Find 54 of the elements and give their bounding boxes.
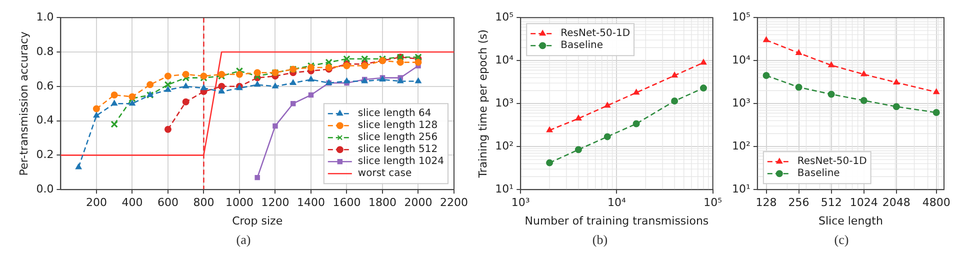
legend-label: worst case	[358, 168, 412, 180]
x-tick-label: 512	[820, 196, 842, 210]
x-tick-label: 128	[756, 196, 777, 210]
x-tick-label: 2000	[404, 196, 432, 210]
legend-label: Baseline	[797, 168, 840, 180]
x-tick-label: 1200	[261, 196, 290, 210]
y-tick-label: 10¹	[495, 182, 514, 196]
x-axis-title: Slice length	[818, 214, 883, 228]
x-tick-label: 1400	[296, 196, 325, 210]
y-tick-label: 10²	[495, 139, 514, 152]
legend-label: slice length 128	[358, 120, 438, 132]
x-tick-label: 2200	[440, 196, 468, 210]
y-tick-label: 0.8	[36, 44, 54, 58]
x-axis-title: Number of training transmissions	[524, 214, 709, 228]
x-tick-label: 1000	[225, 196, 254, 210]
x-tick-label: 10³	[511, 196, 530, 210]
y-tick-label: 10³	[495, 96, 514, 110]
text: (b)	[592, 232, 608, 248]
x-tick-label: 1800	[368, 196, 396, 210]
y-tick-label: 10⁵	[495, 10, 514, 24]
y-tick-label: 0.4	[36, 114, 54, 127]
x-tick-label: 400	[122, 196, 143, 210]
x-tick-label: 4800	[922, 196, 950, 210]
legend-label: ResNet-50-1D	[797, 156, 868, 168]
x-tick-label: 200	[86, 196, 107, 210]
y-axis-title: Per-transmission accuracy	[17, 31, 30, 176]
y-tick-label: 0.2	[36, 148, 54, 162]
y-axis-title: Training time per epoch (s)	[476, 29, 490, 179]
y-tick-label: 10⁴	[495, 53, 514, 66]
legend-label: slice length 64	[358, 108, 432, 120]
x-tick-label: 1600	[332, 196, 361, 210]
y-tick-label: 0.0	[36, 182, 54, 196]
legend-label: slice length 1024	[358, 156, 444, 168]
x-tick-label: 256	[788, 196, 810, 210]
y-tick-label: 10⁴	[732, 53, 751, 66]
y-tick-label: 10¹	[732, 182, 750, 196]
x-tick-label: 10⁵	[704, 196, 722, 210]
y-tick-label: 10³	[732, 96, 750, 110]
text: (c)	[834, 232, 849, 248]
x-tick-label: 600	[157, 196, 178, 210]
x-tick-label: 2048	[882, 196, 910, 210]
legend-label: ResNet-50-1D	[560, 28, 630, 40]
x-tick-label: 1024	[850, 196, 878, 210]
y-tick-label: 10⁵	[732, 10, 750, 24]
text: (a)	[236, 232, 251, 248]
legend-label: Baseline	[560, 40, 604, 52]
y-tick-label: 10²	[732, 139, 750, 152]
x-tick-label: 800	[193, 196, 214, 210]
legend-label: slice length 256	[358, 132, 438, 144]
y-tick-label: 0.6	[36, 79, 54, 92]
x-axis-title: Crop size	[232, 214, 283, 228]
x-tick-label: 10⁴	[607, 196, 626, 210]
legend-label: slice length 512	[358, 144, 438, 156]
y-tick-label: 1.0	[36, 10, 54, 24]
